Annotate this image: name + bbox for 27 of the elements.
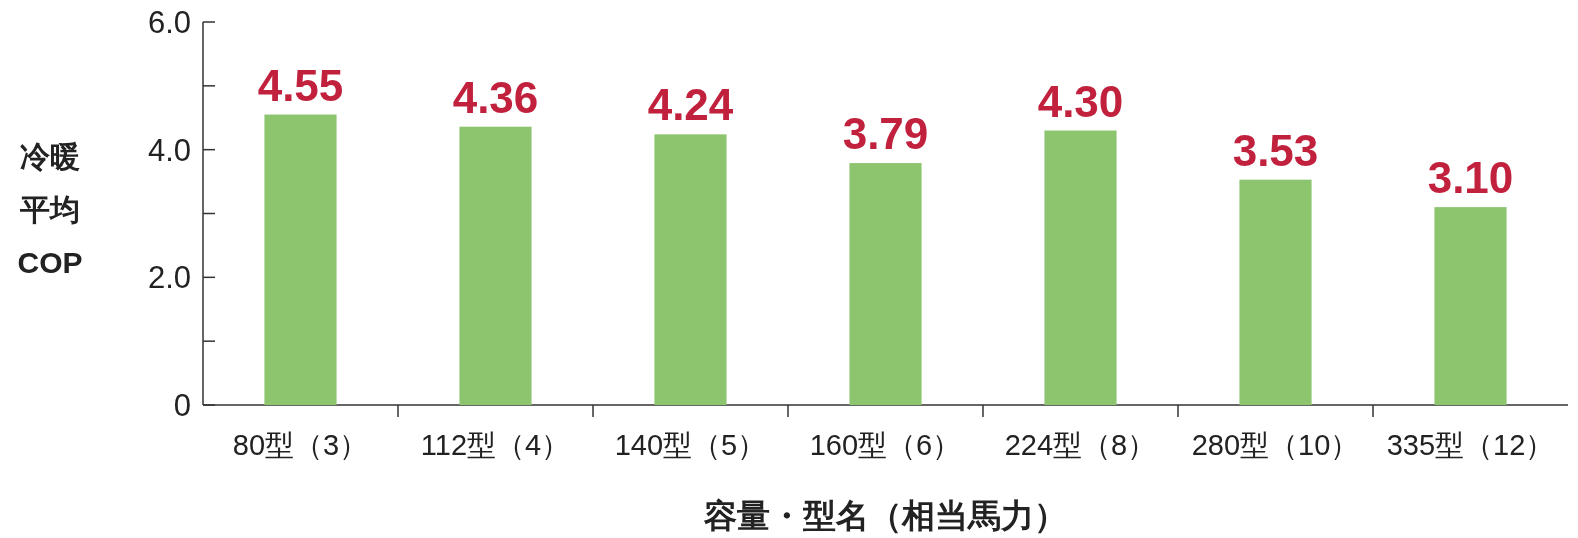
data-label: 3.79 — [842, 109, 929, 159]
bar — [1434, 207, 1507, 405]
y-axis-title: 冷暖平均COP — [17, 140, 83, 279]
bar — [654, 134, 727, 405]
x-axis-title: 容量・型名（相当馬力） — [703, 497, 1067, 534]
data-label: 4.55 — [257, 60, 344, 110]
bar — [849, 163, 922, 405]
x-tick-label: 160型（6） — [809, 429, 962, 461]
y-tick-label: 6.0 — [147, 5, 191, 40]
x-tick-label: 80型（3） — [232, 429, 369, 461]
y-tick-label: 2.0 — [147, 260, 191, 296]
x-tick-label: 112型（4） — [420, 429, 571, 461]
data-label: 3.53 — [1232, 125, 1319, 175]
x-tick-label: 280型（10） — [1191, 429, 1360, 461]
y-tick-label: 4.0 — [147, 132, 191, 168]
bar — [459, 126, 532, 405]
bar — [1239, 179, 1312, 405]
bar — [1044, 130, 1117, 405]
bar — [264, 114, 337, 405]
data-label: 3.10 — [1427, 153, 1514, 203]
data-label: 4.24 — [647, 80, 734, 130]
y-tick-label: 0 — [173, 388, 191, 423]
x-tick-label: 335型（12） — [1386, 429, 1555, 461]
data-label: 4.36 — [452, 72, 539, 122]
x-tick-label: 140型（5） — [614, 429, 767, 461]
data-label: 4.30 — [1037, 76, 1124, 126]
x-tick-label: 224型（8） — [1004, 429, 1157, 461]
